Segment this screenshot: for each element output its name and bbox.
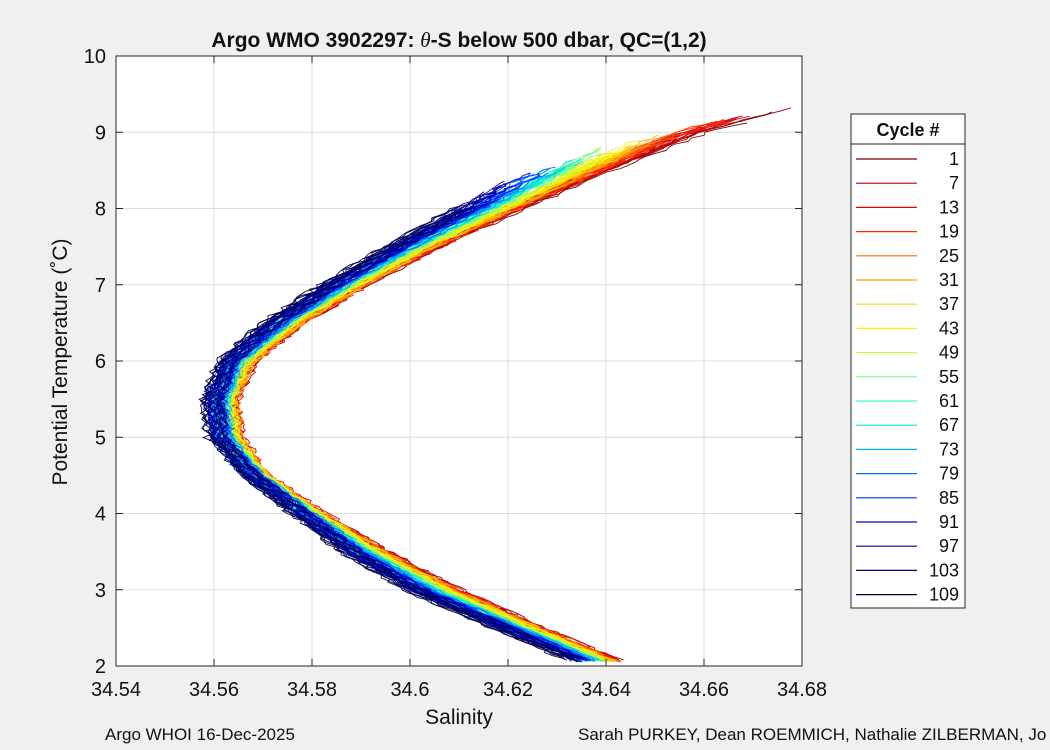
chart-title: Argo WMO 3902297: θ-S below 500 dbar, QC… <box>211 28 706 52</box>
y-axis-label: Potential Temperature (˚C) <box>49 238 72 485</box>
legend-label: 109 <box>929 585 959 605</box>
legend-label: 85 <box>939 488 959 508</box>
x-tick-label: 34.56 <box>189 679 239 701</box>
y-tick-label: 9 <box>95 122 106 144</box>
x-tick-labels: 34.54 34.56 34.58 34.6 34.62 34.64 34.66 34.68 <box>91 679 827 701</box>
x-tick-label: 34.54 <box>91 679 141 701</box>
y-tick-labels: 2 3 4 5 6 7 8 9 10 <box>84 46 106 678</box>
cycle-profile-line <box>215 192 582 660</box>
x-tick-label: 34.64 <box>581 679 631 701</box>
legend-label: 79 <box>939 464 959 484</box>
legend-box <box>850 113 966 609</box>
y-tick-label: 8 <box>95 199 106 221</box>
legend-label: 73 <box>939 439 959 459</box>
title-suffix: -S below 500 dbar, QC=(1,2) <box>431 29 707 52</box>
legend-items: 1 7 13 19 25 31 37 43 49 55 61 67 73 79 85 91 97 103 109 <box>856 149 959 605</box>
legend-label: 97 <box>939 536 959 556</box>
footer-source: Argo WHOI 16-Dec-2025 <box>105 725 295 744</box>
legend-label: 1 <box>949 149 959 169</box>
legend-label: 43 <box>939 318 959 338</box>
legend-label: 37 <box>939 294 959 314</box>
title-prefix: Argo WMO 3902297: <box>211 29 420 52</box>
data-series <box>198 107 792 663</box>
legend-label: 61 <box>939 391 959 411</box>
y-tick-label: 6 <box>95 351 106 373</box>
footer-authors: Sarah PURKEY, Dean ROEMMICH, Nathalie ZI… <box>578 725 1047 744</box>
legend-label: 19 <box>939 222 959 242</box>
y-tick-label: 2 <box>95 656 106 678</box>
y-tick-label: 5 <box>95 427 106 449</box>
cycle-profile-line <box>205 203 582 663</box>
legend-label: 91 <box>939 512 959 532</box>
x-tick-label: 34.68 <box>777 679 827 701</box>
x-tick-label: 34.58 <box>287 679 337 701</box>
ticks <box>115 55 803 667</box>
legend-label: 49 <box>939 343 959 363</box>
y-tick-label: 3 <box>95 580 106 602</box>
y-tick-label: 7 <box>95 275 106 297</box>
title-theta: θ <box>420 28 430 52</box>
x-tick-label: 34.6 <box>391 679 430 701</box>
cycle-profile-line <box>213 210 575 660</box>
x-tick-label: 34.62 <box>483 679 533 701</box>
x-axis-label: Salinity <box>425 706 493 729</box>
legend-title: Cycle # <box>876 120 939 140</box>
cycle-profile-line <box>198 206 564 659</box>
legend-label: 13 <box>939 197 959 217</box>
legend-label: 67 <box>939 415 959 435</box>
legend: Cycle # 1 7 13 19 25 31 37 43 49 55 61 67 73 79 85 91 97… <box>850 113 966 609</box>
legend-label: 7 <box>949 173 959 193</box>
x-tick-label: 34.66 <box>679 679 729 701</box>
y-tick-label: 4 <box>95 504 106 526</box>
cycle-profile-line <box>234 115 751 663</box>
legend-label: 55 <box>939 367 959 387</box>
legend-label: 103 <box>929 560 959 580</box>
legend-label: 31 <box>939 270 959 290</box>
y-tick-label: 10 <box>84 46 106 68</box>
legend-label: 25 <box>939 246 959 266</box>
